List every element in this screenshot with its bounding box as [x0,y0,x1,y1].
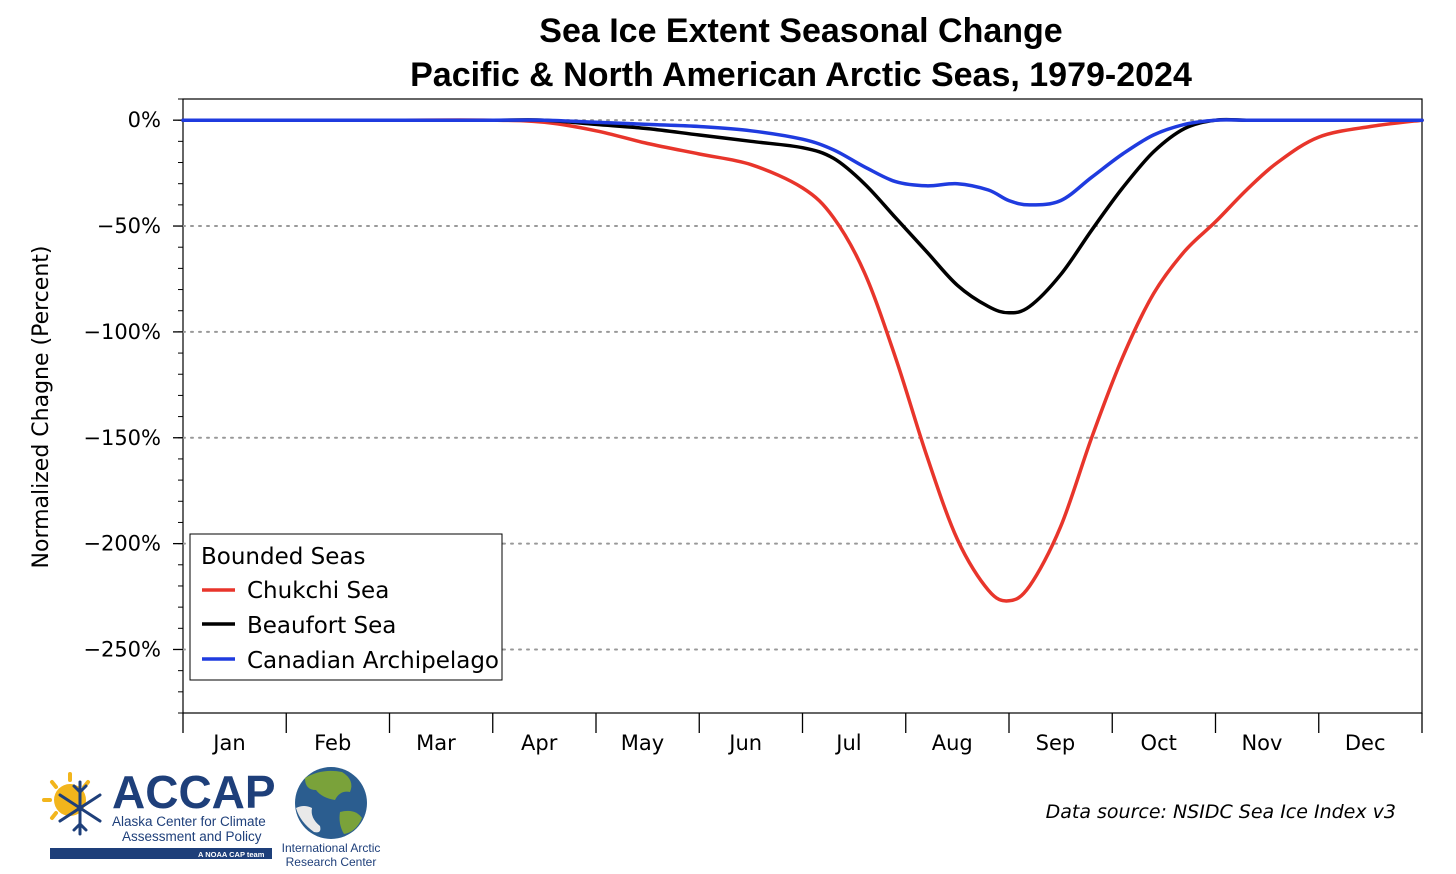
accap-tag: A NOAA CAP team [198,850,265,859]
x-tick-label-feb: Feb [314,731,351,755]
x-tick-label-nov: Nov [1241,731,1282,755]
y-tick-label-1: −50% [97,214,161,238]
iarc-line2: Research Center [286,855,377,869]
accap-line2: Assessment and Policy [122,829,262,844]
accap-bar [50,848,272,859]
x-tick-label-sep: Sep [1036,731,1076,755]
x-tick-label-oct: Oct [1141,731,1177,755]
series-line-beaufort [181,117,1424,315]
legend: Bounded Seas Chukchi Sea Beaufort Sea Ca… [189,533,503,681]
series-line-chukchi [181,118,1424,603]
y-tick-label-0: 0% [128,108,161,132]
y-tick-label-5: −250% [83,637,161,661]
accap-name: ACCAP [112,766,276,818]
snowflake-icon [58,780,102,836]
x-tick-label-apr: Apr [521,731,558,755]
y-tick-label-2: −100% [83,320,161,344]
legend-label-chukchi: Chukchi Sea [247,578,389,604]
x-tick-label-jul: Jul [834,731,861,755]
x-tick-label-aug: Aug [932,731,973,755]
y-axis-label: Normalized Chagne (Percent) [29,246,54,569]
y-tick-label-3: −150% [83,426,161,450]
x-tick-label-jan: Jan [211,731,245,755]
legend-label-canadian: Canadian Archipelago [247,648,499,674]
chart-title: Sea Ice Extent Seasonal Change [539,12,1062,50]
legend-title: Bounded Seas [201,544,366,570]
chart-subtitle: Pacific & North American Arctic Seas, 19… [410,56,1192,94]
x-tick-label-may: May [621,731,664,755]
x-tick-label-mar: Mar [416,731,456,755]
y-tick-label-4: −200% [83,532,161,556]
x-tick-label-jun: Jun [727,731,762,755]
iarc-logo: International Arctic Research Center [282,767,381,869]
y-minor-ticks [178,98,183,714]
series-lines [181,117,1424,603]
x-tick-label-dec: Dec [1345,731,1386,755]
globe-icon [295,767,367,839]
accap-logo: ACCAP Alaska Center for Climate Assessme… [42,766,276,859]
x-ticks: Jan Feb Mar Apr May Jun Jul Aug Sep Oct Nov Dec [182,713,1423,755]
legend-label-beaufort: Beaufort Sea [247,613,396,639]
y-ticks: 0% −50% −100% −150% −200% −250% [83,108,183,661]
series-line-canadian [181,118,1424,207]
legend-box [189,533,503,681]
iarc-line1: International Arctic [282,841,381,855]
accap-line1: Alaska Center for Climate [112,814,266,829]
data-source-note: Data source: NSIDC Sea Ice Index v3 [1046,801,1396,823]
